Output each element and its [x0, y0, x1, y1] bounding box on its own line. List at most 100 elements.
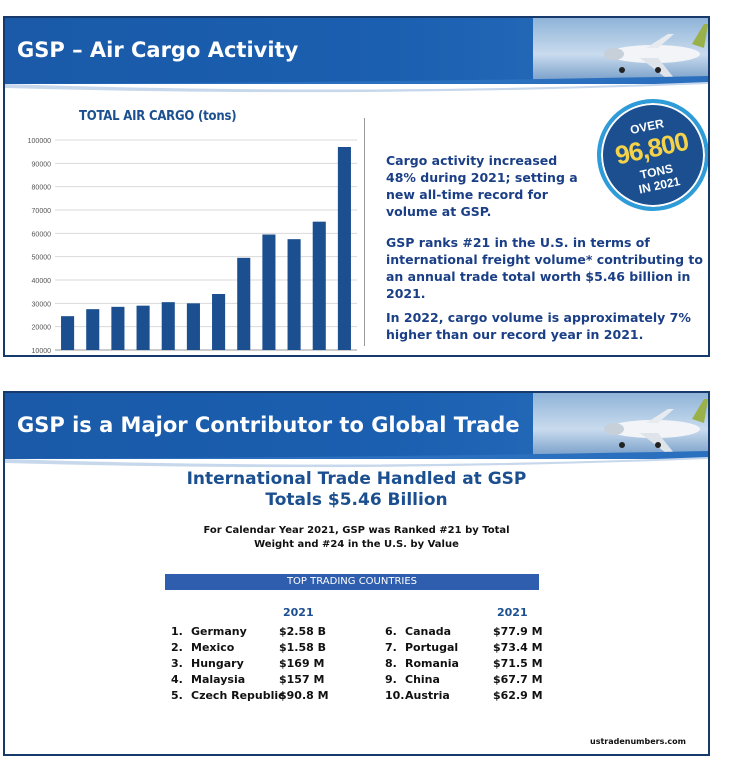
ranking-text: GSP ranks #21 in the U.S. in terms of in…	[386, 235, 703, 301]
bar-2014	[161, 302, 175, 350]
country-name: Malaysia	[191, 673, 246, 686]
trade-heading-line2: Totals $5.46 Billion	[265, 490, 448, 510]
vertical-divider	[364, 118, 365, 346]
x-tick-label: 2020	[311, 356, 327, 357]
cargo-increase-text: Cargo activity increased 48% during 2021…	[386, 153, 578, 219]
x-tick-label: 2016	[211, 356, 227, 357]
y-tick-label: 30000	[32, 301, 52, 308]
bar-2020	[312, 221, 326, 350]
y-tick-label: 80000	[32, 185, 52, 192]
bar-2012	[111, 306, 125, 350]
year-left: 2021	[283, 606, 314, 619]
x-tick-label: 2011	[85, 356, 100, 357]
x-tick-label: 2017	[236, 356, 252, 357]
x-tick-label: 2013	[135, 356, 151, 357]
country-name: Hungary	[191, 657, 244, 670]
x-tick-label: 2014	[160, 356, 176, 357]
x-tick-label: 2019	[286, 356, 302, 357]
y-tick-label: 70000	[32, 208, 52, 215]
bar-2021	[337, 147, 351, 350]
country-rank: 6.	[385, 625, 397, 638]
country-row: 3. Hungary $169 M	[171, 656, 341, 672]
y-tick-label: 100000	[28, 138, 51, 145]
country-rank: 7.	[385, 641, 397, 654]
country-name: Austria	[405, 689, 450, 702]
country-row: 6. Canada $77.9 M	[385, 624, 555, 640]
slide-banner: GSP – Air Cargo Activity	[5, 18, 708, 84]
bar-2013	[136, 305, 150, 350]
country-rank: 9.	[385, 673, 397, 686]
bar-2016	[212, 294, 226, 350]
country-name: Germany	[191, 625, 247, 638]
country-name: China	[405, 673, 440, 686]
country-name: Portugal	[405, 641, 459, 654]
airplane-icon	[604, 24, 708, 78]
country-row: 10. Austria $62.9 M	[385, 688, 555, 704]
slide-banner: GSP is a Major Contributor to Global Tra…	[5, 393, 708, 459]
x-tick-label: 2015	[186, 356, 202, 357]
banner-swoosh	[5, 451, 708, 468]
air-cargo-chart: 10000 20000 30000 40000 50000 60000 70000 80000…	[28, 138, 357, 357]
country-rank: 2.	[171, 641, 183, 654]
country-rank: 5.	[171, 689, 183, 702]
country-name: Mexico	[191, 641, 235, 654]
bar-2010	[61, 316, 75, 350]
y-tick-label: 90000	[32, 161, 52, 168]
bar-2011	[86, 309, 100, 350]
airplane-icon	[604, 399, 708, 453]
global-trade-slide: GSP is a Major Contributor to Global Tra…	[3, 391, 710, 756]
country-name: Czech Republic	[191, 689, 285, 702]
country-row: 7. Portugal $73.4 M	[385, 640, 555, 656]
country-rank: 1.	[171, 625, 183, 638]
y-tick-label: 60000	[32, 231, 52, 238]
banner-swoosh	[5, 76, 708, 93]
country-value: $1.58 B	[279, 641, 327, 654]
bar-2018	[262, 234, 276, 350]
country-value: $73.4 M	[493, 641, 543, 654]
country-value: $67.7 M	[493, 673, 543, 686]
y-tick-label: 50000	[32, 255, 52, 262]
slide-title: GSP is a Major Contributor to Global Tra…	[17, 413, 520, 437]
country-value: $90.8 M	[279, 689, 329, 702]
country-value: $169 M	[279, 657, 325, 670]
trade-heading: International Trade Handled at GSP Total…	[5, 469, 708, 511]
x-tick-label: 2012	[110, 356, 126, 357]
y-tick-label: 20000	[32, 325, 52, 332]
country-value: $157 M	[279, 673, 325, 686]
x-tick-label: 2018	[261, 356, 277, 357]
countries-header: TOP TRADING COUNTRIES	[165, 574, 539, 590]
country-row: 5. Czech Republic $90.8 M	[171, 688, 341, 704]
country-value: $62.9 M	[493, 689, 543, 702]
bar-2015	[186, 303, 200, 350]
trade-heading-line1: International Trade Handled at GSP	[186, 469, 527, 489]
chart-title: TOTAL AIR CARGO (tons)	[79, 109, 237, 124]
tons-badge: OVER 96,800 TONS IN 2021	[586, 88, 708, 222]
ranking-subtitle: For Calendar Year 2021, GSP was Ranked #…	[5, 524, 708, 552]
country-row: 2. Mexico $1.58 B	[171, 640, 341, 656]
country-row: 1. Germany $2.58 B	[171, 624, 341, 640]
country-value: $77.9 M	[493, 625, 543, 638]
bar-2019	[287, 239, 301, 350]
air-cargo-slide: GSP – Air Cargo Activity TOTAL AIR CARGO…	[3, 16, 710, 357]
slide-title: GSP – Air Cargo Activity	[17, 38, 299, 62]
volume-2022-text: In 2022, cargo volume is approximately 7…	[386, 310, 691, 342]
year-right: 2021	[497, 606, 528, 619]
y-tick-label: 40000	[32, 278, 52, 285]
country-name: Romania	[405, 657, 459, 670]
x-tick-label: 2010	[60, 356, 76, 357]
ranking-subtitle-line1: For Calendar Year 2021, GSP was Ranked #…	[203, 525, 510, 536]
source-footer: ustradenumbers.com	[590, 737, 686, 746]
country-value: $2.58 B	[279, 625, 327, 638]
country-value: $71.5 M	[493, 657, 543, 670]
country-row: 4. Malaysia $157 M	[171, 672, 341, 688]
country-name: Canada	[405, 625, 452, 638]
y-tick-label: 10000	[32, 348, 52, 355]
country-rank: 10.	[385, 689, 405, 702]
country-row: 9. China $67.7 M	[385, 672, 555, 688]
ranking-subtitle-line2: Weight and #24 in the U.S. by Value	[254, 539, 459, 550]
country-rank: 4.	[171, 673, 183, 686]
bar-2017	[237, 257, 251, 350]
country-row: 8. Romania $71.5 M	[385, 656, 555, 672]
x-tick-label: 2021	[337, 356, 353, 357]
country-rank: 3.	[171, 657, 183, 670]
